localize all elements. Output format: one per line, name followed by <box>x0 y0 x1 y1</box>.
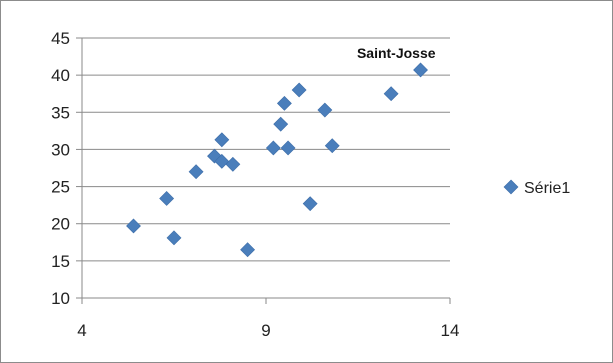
data-point <box>240 242 256 258</box>
data-point <box>383 86 399 102</box>
data-point <box>265 140 281 156</box>
data-point <box>166 230 182 246</box>
data-point <box>214 132 230 148</box>
y-tick-label: 25 <box>51 178 70 197</box>
annotation-label: Saint-Josse <box>357 45 436 61</box>
legend-label: Série1 <box>524 180 570 197</box>
data-point <box>280 140 296 156</box>
data-point <box>188 164 204 180</box>
y-tick-labels: 10 15 20 25 30 35 40 45 <box>51 29 70 308</box>
data-point <box>324 138 340 154</box>
data-point <box>291 82 307 98</box>
axes <box>76 37 451 304</box>
annotations: Saint-Josse <box>357 45 436 61</box>
data-point <box>302 196 318 212</box>
y-tick-label: 15 <box>51 252 70 271</box>
data-point <box>413 62 428 78</box>
y-tick-label: 30 <box>51 140 70 159</box>
y-tick-label: 45 <box>51 29 70 48</box>
data-point <box>214 153 230 169</box>
x-tick-label: 9 <box>261 321 270 340</box>
data-points <box>126 62 428 258</box>
data-point <box>159 191 175 206</box>
data-point <box>317 102 333 118</box>
legend-marker <box>503 179 519 195</box>
x-tick-label: 14 <box>441 321 460 340</box>
x-tick-label: 4 <box>77 321 86 340</box>
data-point <box>276 95 292 111</box>
gridlines <box>82 37 450 262</box>
y-tick-label: 10 <box>51 289 70 308</box>
y-tick-label: 35 <box>51 103 70 122</box>
y-tick-label: 20 <box>51 215 70 234</box>
data-point <box>126 218 141 234</box>
x-tick-labels: 4 9 14 <box>77 321 459 340</box>
data-point <box>225 156 241 172</box>
y-tick-label: 40 <box>51 66 70 85</box>
data-point <box>273 116 289 132</box>
legend: Série1 <box>503 179 570 197</box>
